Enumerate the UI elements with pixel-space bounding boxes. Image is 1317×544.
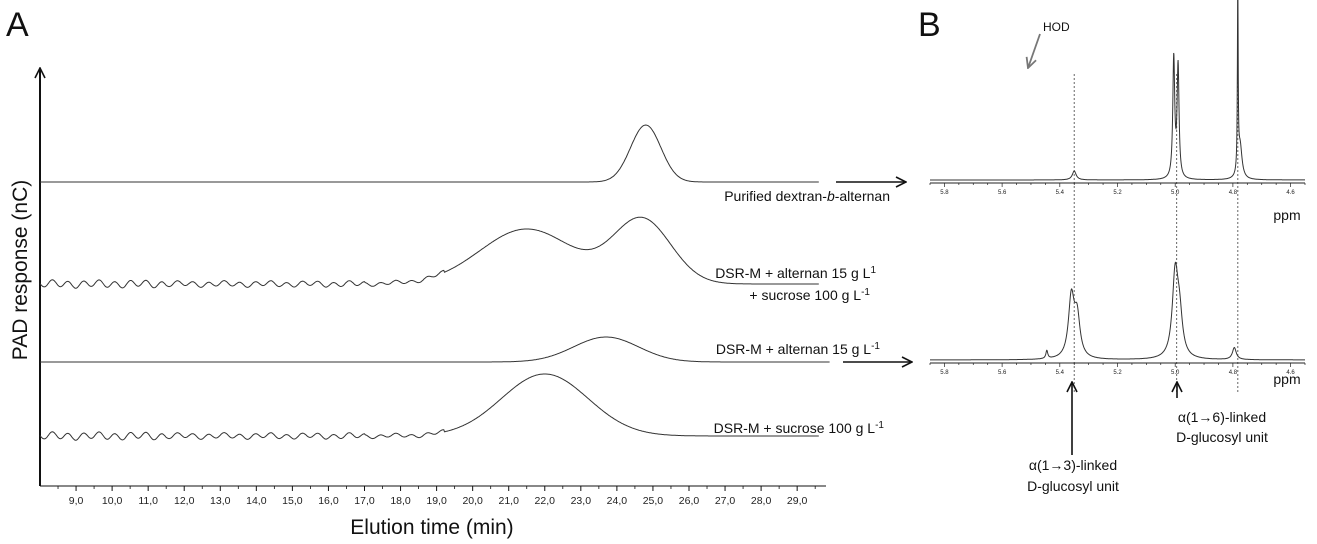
x-tick-label-19: 28,0 <box>751 495 772 507</box>
x-tick-label-3: 12,0 <box>174 495 195 507</box>
x-tick-label-4: 13,0 <box>210 495 231 507</box>
nmr-tick-label-bottom-4: 5.0 <box>1171 370 1180 376</box>
x-tick-label-6: 15,0 <box>282 495 303 507</box>
panel-a-letter: A <box>6 6 29 44</box>
panel-a-axes <box>40 68 826 487</box>
x-tick-label-8: 17,0 <box>354 495 375 507</box>
nmr-tick-label-top-2: 5.4 <box>1056 190 1065 196</box>
nmr-tick-label-bottom-3: 5.2 <box>1113 370 1122 376</box>
trace-label-mix-line1: DSR-M + alternan 15 g L1 <box>715 265 876 282</box>
x-tick-label-7: 16,0 <box>318 495 339 507</box>
panel-a-x-ticks: 9,0 10,0 11,0 12,0 13,0 14,0 15,0 16,0 17,0 18,0 1… <box>57 486 816 507</box>
nmr-spectrum-top <box>930 0 1305 181</box>
panel-b-spectra: 5.8 5.6 5.4 5.2 5.0 4.8 4.6 5.8 5.6 5.4 5.2 5.0 4.8 4… <box>929 0 1306 392</box>
trace-label-sucrose: DSR-M + sucrose 100 g L-1 <box>714 420 885 437</box>
panel-b-letter: B <box>918 6 941 44</box>
nmr-tick-label-bottom-0: 5.8 <box>940 370 949 376</box>
nmr-tick-label-bottom-2: 5.4 <box>1056 370 1065 376</box>
nmr-tick-label-top-6: 4.6 <box>1286 190 1295 196</box>
x-tick-label-18: 27,0 <box>715 495 736 507</box>
trace-0 <box>40 124 819 183</box>
nmr-spectrum-bottom <box>930 261 1305 361</box>
nmr-tick-label-bottom-6: 4.6 <box>1286 370 1295 376</box>
x-tick-label-16: 25,0 <box>643 495 664 507</box>
x-tick-label-12: 21,0 <box>498 495 519 507</box>
trace-label-purified: Purified dextran-b-alternan <box>724 188 890 204</box>
nmr-tick-label-bottom-5: 4.8 <box>1229 370 1238 376</box>
x-tick-label-11: 20,0 <box>462 495 483 507</box>
nmr-tick-label-top-0: 5.8 <box>940 190 949 196</box>
hod-arrow <box>1028 33 1041 68</box>
nmr-tick-label-bottom-1: 5.6 <box>998 370 1007 376</box>
x-tick-label-14: 23,0 <box>571 495 592 507</box>
nmr-tick-label-top-5: 4.8 <box>1229 190 1238 196</box>
x-tick-label-9: 18,0 <box>390 495 411 507</box>
nmr-tick-label-top-4: 5.0 <box>1171 190 1180 196</box>
x-tick-label-2: 11,0 <box>138 495 158 507</box>
x-tick-label-20: 29,0 <box>787 495 808 507</box>
trace-1 <box>39 216 819 289</box>
x-tick-label-15: 24,0 <box>607 495 628 507</box>
x-tick-label-1: 10,0 <box>102 495 123 507</box>
x-tick-label-0: 9,0 <box>69 495 84 507</box>
ppm-label-top: ppm <box>1273 207 1300 223</box>
x-tick-label-10: 19,0 <box>426 495 447 507</box>
x-tick-label-13: 22,0 <box>535 495 556 507</box>
a16-label-line1: α(1→6)-linked <box>1178 409 1266 425</box>
panel-a-x-title: Elution time (min) <box>350 516 513 539</box>
nmr-tick-label-top-3: 5.2 <box>1113 190 1122 196</box>
hod-label: HOD <box>1043 20 1070 34</box>
panel-a-traces <box>39 124 830 441</box>
nmr-tick-label-top-1: 5.6 <box>998 190 1007 196</box>
a13-label-line2: D-glucosyl unit <box>1027 478 1119 494</box>
trace-2 <box>40 336 830 363</box>
trace-label-mix-line2: + sucrose 100 g L-1 <box>749 287 870 304</box>
a16-label-line2: D-glucosyl unit <box>1176 429 1268 445</box>
x-tick-label-17: 26,0 <box>679 495 700 507</box>
ppm-label-bottom: ppm <box>1273 371 1300 387</box>
trace-3 <box>39 373 819 441</box>
a13-label-line1: α(1→3)-linked <box>1029 457 1117 473</box>
panel-a-y-title: PAD response (nC) <box>9 180 32 361</box>
x-tick-label-5: 14,0 <box>246 495 267 507</box>
trace-label-alternan: DSR-M + alternan 15 g L-1 <box>716 341 881 358</box>
